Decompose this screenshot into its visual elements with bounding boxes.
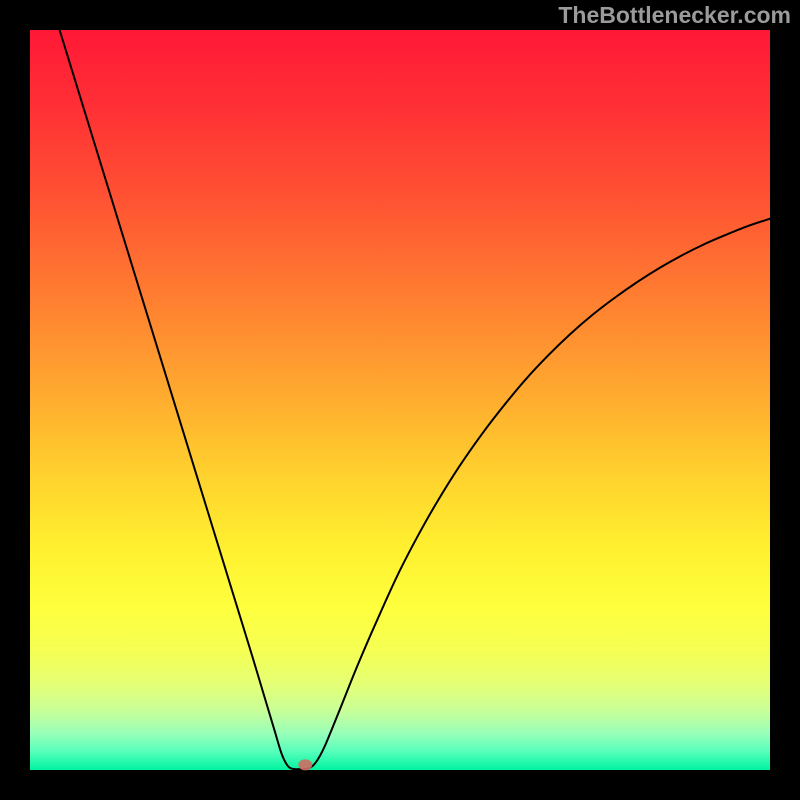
watermark: TheBottlenecker.com (558, 2, 791, 29)
curve-path (60, 30, 770, 769)
optimum-marker (298, 759, 312, 770)
plot-area (30, 30, 770, 770)
bottleneck-curve (30, 30, 770, 770)
